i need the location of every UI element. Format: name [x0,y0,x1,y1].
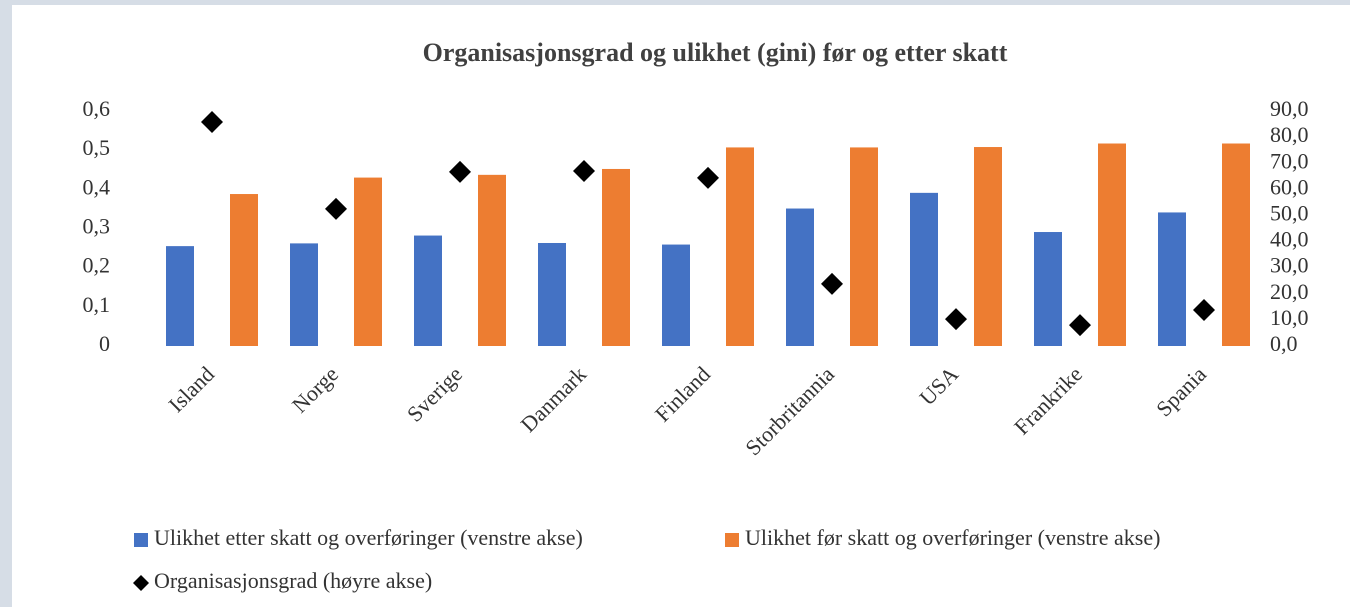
bar [538,242,566,346]
bar [290,243,318,346]
legend-label: Ulikhet før skatt og overføringer (venst… [745,525,1160,550]
bar [1222,143,1250,346]
bar [850,147,878,346]
diamond-marker [821,272,843,295]
legend-swatch [134,533,148,547]
y2-tick-label: 10,0 [1270,305,1309,330]
y-tick-label: 0,1 [83,292,111,317]
bar [1034,232,1062,346]
bar [662,244,690,346]
bar [1098,143,1126,346]
legend-swatch [133,575,149,591]
y-tick-label: 0 [99,331,110,356]
bar [726,147,754,346]
bar [166,246,194,346]
bar [478,174,506,346]
bar [910,192,938,346]
y-tick-label: 0,3 [83,214,111,239]
diamond-marker [325,197,347,220]
y2-tick-label: 40,0 [1270,227,1309,252]
y2-tick-label: 0,0 [1270,331,1298,356]
legend-swatch [725,533,739,547]
diamond-marker [697,166,719,189]
diamond-marker [573,160,595,183]
y2-tick-label: 30,0 [1270,253,1309,278]
y2-tick-label: 60,0 [1270,174,1309,199]
y2-tick-label: 80,0 [1270,122,1309,147]
bar [786,208,814,346]
diamond-marker [1069,314,1091,337]
y2-tick-label: 20,0 [1270,279,1309,304]
diamond-marker [449,160,471,183]
bar [1158,212,1186,346]
legend-label: Organisasjonsgrad (høyre akse) [154,568,432,593]
bar [974,147,1002,346]
chart-title: Organisasjonsgrad og ulikhet (gini) før … [423,38,1008,67]
y2-tick-label: 70,0 [1270,148,1309,173]
y2-tick-label: 50,0 [1270,200,1309,225]
bar [602,168,630,346]
y-tick-label: 0,2 [83,253,111,278]
y2-tick-label: 90,0 [1270,96,1309,121]
diamond-marker [945,308,967,331]
y-tick-label: 0,5 [83,135,111,160]
diamond-marker [1193,298,1215,321]
y-tick-label: 0,6 [83,96,111,121]
legend-label: Ulikhet etter skatt og overføringer (ven… [154,525,583,550]
diamond-marker [201,110,223,133]
bar [354,177,382,346]
bar [414,235,442,346]
bar [230,194,258,346]
y-tick-label: 0,4 [83,174,111,199]
